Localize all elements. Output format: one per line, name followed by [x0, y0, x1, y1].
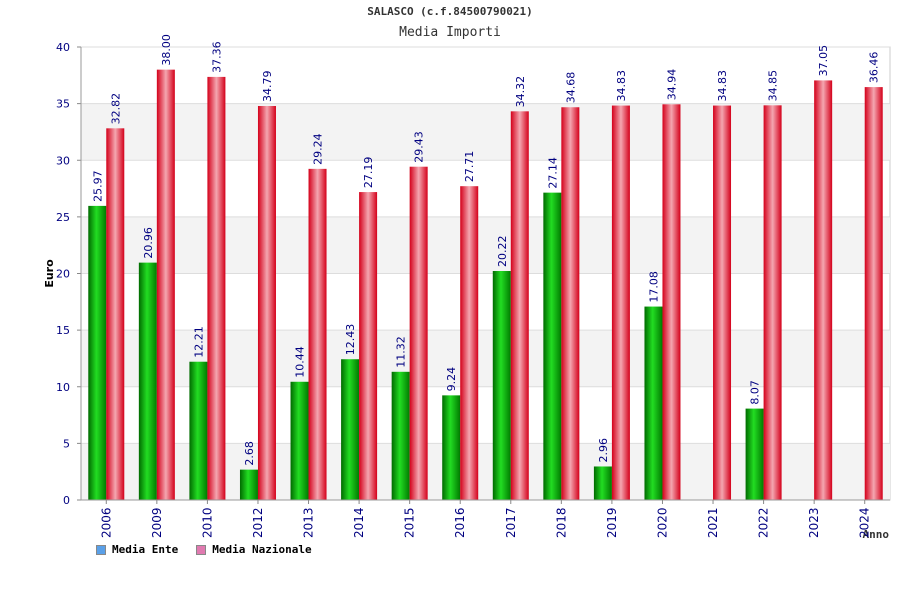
data-label: 20.96 — [142, 227, 155, 259]
data-label: 34.94 — [665, 69, 678, 101]
y-tick-label: 40 — [56, 41, 70, 54]
bar-media-ente — [88, 205, 107, 500]
data-label: 9.24 — [445, 367, 458, 392]
y-axis-title: Euro — [43, 259, 56, 288]
x-tick-label: 2012 — [251, 507, 265, 538]
data-label: 12.43 — [344, 324, 357, 356]
x-tick-label: 2016 — [453, 507, 467, 538]
y-tick-label: 15 — [56, 324, 70, 337]
data-label: 20.22 — [496, 236, 509, 268]
x-axis-title: Anno — [863, 528, 890, 541]
bar-media-ente — [290, 381, 309, 500]
bar-media-nazionale — [156, 69, 175, 501]
legend: Media Ente Media Nazionale — [96, 543, 312, 556]
x-tick-label: 2010 — [200, 507, 214, 538]
data-label: 36.46 — [868, 52, 881, 84]
x-tick-label: 2021 — [706, 507, 720, 538]
legend-swatch-nazionale — [196, 544, 207, 555]
y-tick-label: 5 — [63, 437, 70, 450]
data-label: 2.68 — [243, 441, 256, 466]
x-tick-label: 2023 — [807, 507, 821, 538]
chart-title: SALASCO (c.f.84500790021) — [367, 5, 533, 18]
x-tick-label: 2020 — [655, 507, 669, 538]
x-tick-label: 2015 — [403, 507, 417, 538]
data-label: 27.14 — [546, 157, 559, 189]
x-tick-label: 2018 — [554, 507, 568, 538]
bar-media-ente — [593, 466, 612, 500]
data-label: 25.97 — [91, 170, 104, 202]
data-label: 38.00 — [160, 34, 173, 66]
bar-media-nazionale — [460, 186, 479, 500]
data-label: 34.83 — [615, 70, 628, 102]
data-label: 8.07 — [749, 380, 762, 405]
x-tick-label: 2024 — [858, 507, 872, 538]
bar-media-ente — [341, 359, 360, 500]
bar-media-ente — [745, 408, 764, 500]
x-tick-label: 2006 — [99, 507, 113, 538]
data-label: 32.82 — [109, 93, 122, 125]
data-label: 12.21 — [192, 326, 205, 358]
bar-media-nazionale — [814, 80, 833, 500]
x-tick-label: 2019 — [605, 507, 619, 538]
data-label: 37.05 — [817, 45, 830, 77]
bar-media-ente — [492, 271, 511, 500]
y-tick-label: 10 — [56, 381, 70, 394]
bar-media-nazionale — [510, 111, 529, 501]
bar-media-nazionale — [106, 128, 125, 500]
data-label: 34.79 — [261, 71, 274, 103]
x-tick-label: 2009 — [150, 507, 164, 538]
data-label: 10.44 — [294, 346, 307, 378]
data-label: 27.19 — [362, 157, 375, 189]
x-tick-label: 2013 — [302, 507, 316, 538]
data-label: 34.68 — [564, 72, 577, 104]
bar-media-nazionale — [409, 166, 428, 500]
bar-media-nazionale — [864, 87, 883, 500]
legend-swatch-ente — [96, 544, 106, 555]
x-tick-label: 2017 — [504, 507, 518, 538]
legend-item-nazionale: Media Nazionale — [196, 543, 312, 556]
bar-media-nazionale — [713, 105, 732, 501]
bar-media-nazionale — [207, 76, 226, 500]
y-tick-label: 35 — [56, 98, 70, 111]
bar-media-nazionale — [308, 168, 327, 500]
bar-media-ente — [138, 262, 157, 500]
x-tick-label: 2014 — [352, 507, 366, 538]
legend-label-nazionale: Media Nazionale — [212, 543, 312, 556]
bar-media-ente — [239, 469, 258, 500]
data-label: 27.71 — [463, 151, 476, 183]
data-label: 37.36 — [210, 41, 223, 73]
bar-media-nazionale — [359, 192, 378, 501]
data-label: 2.96 — [597, 438, 610, 463]
data-label: 34.32 — [514, 76, 527, 108]
bar-media-nazionale — [611, 105, 630, 501]
data-label: 11.32 — [395, 336, 408, 368]
bar-media-ente — [442, 395, 461, 500]
data-label: 29.24 — [312, 133, 325, 165]
bar-media-nazionale — [662, 104, 681, 500]
y-tick-label: 20 — [56, 268, 70, 281]
bar-media-ente — [543, 192, 562, 500]
bar-media-ente — [391, 371, 410, 500]
y-tick-label: 0 — [63, 494, 70, 507]
bar-media-nazionale — [763, 105, 782, 500]
legend-item-ente: Media Ente — [96, 543, 178, 556]
bar-media-ente — [644, 306, 663, 500]
data-label: 34.83 — [716, 70, 729, 102]
x-tick-label: 2022 — [757, 507, 771, 538]
y-tick-label: 30 — [56, 154, 70, 167]
bar-media-nazionale — [561, 107, 580, 501]
legend-label-ente: Media Ente — [112, 543, 179, 556]
bar-media-nazionale — [257, 106, 276, 501]
data-label: 34.85 — [767, 70, 780, 102]
y-tick-label: 25 — [56, 211, 70, 224]
bar-media-ente — [189, 361, 208, 500]
data-label: 29.43 — [413, 131, 426, 163]
chart-subtitle: Media Importi — [399, 25, 501, 40]
data-label: 17.08 — [647, 271, 660, 303]
